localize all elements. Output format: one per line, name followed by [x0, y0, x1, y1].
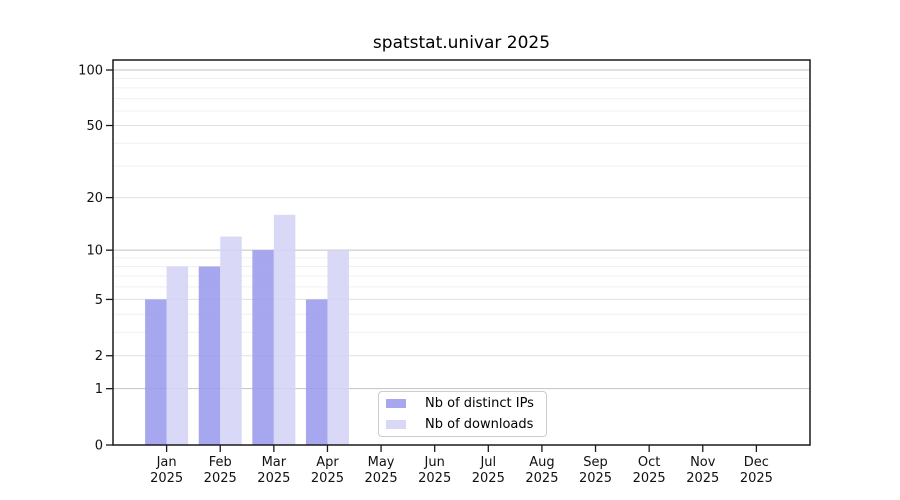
y-tick-label-0: 0 [95, 439, 103, 454]
plot-frame [112, 59, 811, 446]
x-tick-year-label-nov: 2025 [686, 471, 719, 486]
bar-nb-of-distinct-ips-jan [145, 299, 167, 445]
x-tick-year-label-apr: 2025 [311, 471, 344, 486]
x-tick-label-apr: Apr [316, 455, 339, 470]
legend-swatch-distinct-ips [386, 399, 406, 408]
x-tick-label-feb: Feb [209, 455, 232, 470]
chart-title: spatstat.univar 2025 [372, 33, 551, 53]
y-tick-label-50: 50 [86, 119, 103, 134]
x-tick-label-jan: Jan [156, 455, 177, 470]
x-tick-year-label-aug: 2025 [525, 471, 558, 486]
x-tick-year-label-jun: 2025 [418, 471, 451, 486]
bar-nb-of-downloads-apr [327, 250, 349, 445]
x-tick-year-label-dec: 2025 [740, 471, 773, 486]
legend-item-downloads: Nb of downloads [386, 415, 546, 434]
x-tick-year-label-jan: 2025 [150, 471, 183, 486]
legend-label-downloads: Nb of downloads [425, 417, 534, 432]
y-tick-label-100: 100 [78, 64, 103, 79]
x-tick-label-dec: Dec [744, 455, 769, 470]
x-tick-year-label-oct: 2025 [633, 471, 666, 486]
y-tick-label-20: 20 [86, 191, 103, 206]
x-tick-label-mar: Mar [262, 455, 287, 470]
y-tick-label-1: 1 [95, 382, 103, 397]
x-tick-label-may: May [368, 455, 395, 470]
legend-swatch-downloads [386, 420, 406, 429]
x-tick-year-label-mar: 2025 [257, 471, 290, 486]
x-tick-label-sep: Sep [583, 455, 608, 470]
x-tick-label-jul: Jul [479, 455, 496, 470]
bar-nb-of-downloads-jan [166, 266, 189, 445]
bar-nb-of-downloads-mar [273, 214, 296, 445]
bar-nb-of-distinct-ips-apr [305, 299, 328, 445]
x-tick-year-label-feb: 2025 [204, 471, 237, 486]
legend-label-distinct-ips: Nb of distinct IPs [425, 396, 534, 411]
legend: Nb of distinct IPs Nb of downloads [378, 391, 547, 437]
bar-nb-of-distinct-ips-mar [252, 250, 274, 445]
x-tick-label-oct: Oct [638, 455, 660, 470]
x-tick-year-label-jul: 2025 [472, 471, 505, 486]
y-tick-label-5: 5 [95, 293, 103, 308]
x-tick-label-nov: Nov [690, 455, 716, 470]
legend-item-distinct-ips: Nb of distinct IPs [386, 394, 546, 413]
x-tick-year-label-may: 2025 [365, 471, 398, 486]
y-tick-label-2: 2 [95, 349, 103, 364]
y-tick-label-10: 10 [86, 244, 103, 259]
bar-nb-of-downloads-feb [220, 236, 242, 445]
x-tick-label-aug: Aug [529, 455, 554, 470]
x-tick-label-jun: Jun [424, 455, 445, 470]
x-tick-year-label-sep: 2025 [579, 471, 612, 486]
bar-nb-of-distinct-ips-feb [198, 266, 221, 445]
